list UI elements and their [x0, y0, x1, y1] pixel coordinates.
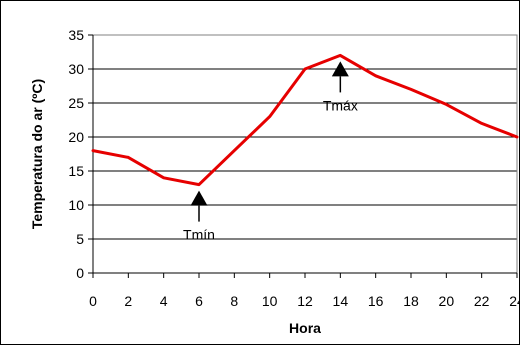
x-tick-label-18: 18 — [403, 293, 419, 309]
annotations: Tmín Tmáx — [183, 61, 358, 243]
y-tick-labels: 0 5 10 15 20 25 30 35 — [68, 27, 84, 281]
x-tick-label-0: 0 — [89, 293, 97, 309]
x-tick-label-14: 14 — [333, 293, 349, 309]
annotation-arrow-head-0 — [190, 190, 208, 206]
y-tick-label-10: 10 — [68, 197, 84, 213]
y-tick-label-5: 5 — [76, 231, 84, 247]
grid-lines — [93, 34, 517, 240]
x-tick-label-2: 2 — [124, 293, 132, 309]
y-tick-label-35: 35 — [68, 27, 84, 43]
x-tick-label-22: 22 — [474, 293, 490, 309]
x-tick-label-12: 12 — [297, 293, 313, 309]
y-axis-title: Temperatura do ar (ºC) — [29, 79, 45, 229]
x-tick-label-4: 4 — [160, 293, 168, 309]
annotation-arrow-head-1 — [331, 61, 349, 77]
x-axis-title: Hora — [289, 320, 321, 336]
x-tick-label-16: 16 — [368, 293, 384, 309]
y-tick-label-30: 30 — [68, 61, 84, 77]
series-group — [91, 53, 519, 187]
x-tick-label-8: 8 — [230, 293, 238, 309]
y-tick-label-25: 25 — [68, 95, 84, 111]
x-tick-label-10: 10 — [262, 293, 278, 309]
x-tick-label-6: 6 — [195, 293, 203, 309]
series-line-0 — [91, 53, 519, 187]
x-tick-labels: 024681012141618202224 — [89, 293, 520, 309]
annotation-label-0: Tmín — [183, 227, 215, 243]
y-tick-label-0: 0 — [76, 265, 84, 281]
annotation-label-1: Tmáx — [323, 97, 358, 113]
y-tick-label-20: 20 — [68, 129, 84, 145]
axes — [88, 34, 518, 278]
x-tick-label-24: 24 — [509, 293, 520, 309]
y-tick-label-15: 15 — [68, 163, 84, 179]
x-tick-label-20: 20 — [439, 293, 455, 309]
